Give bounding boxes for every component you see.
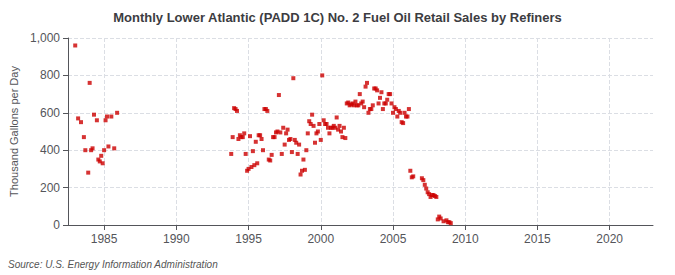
svg-text:Monthly Lower Atlantic (PADD 1: Monthly Lower Atlantic (PADD 1C) No. 2 F…: [113, 10, 562, 25]
svg-text:600: 600: [40, 106, 60, 120]
svg-text:1990: 1990: [163, 232, 190, 246]
svg-text:Source: U.S. Energy Informatio: Source: U.S. Energy Information Administ…: [8, 259, 218, 270]
svg-text:0: 0: [53, 218, 60, 232]
svg-text:1995: 1995: [235, 232, 262, 246]
svg-text:Thousand Gallons per Day: Thousand Gallons per Day: [8, 66, 20, 197]
svg-text:2005: 2005: [380, 232, 407, 246]
svg-text:2010: 2010: [452, 232, 479, 246]
svg-text:1,000: 1,000: [30, 31, 60, 45]
svg-text:1985: 1985: [91, 232, 118, 246]
svg-text:200: 200: [40, 181, 60, 195]
svg-text:800: 800: [40, 68, 60, 82]
svg-text:2000: 2000: [307, 232, 334, 246]
svg-text:2020: 2020: [596, 232, 623, 246]
svg-text:400: 400: [40, 143, 60, 157]
svg-text:2015: 2015: [524, 232, 551, 246]
